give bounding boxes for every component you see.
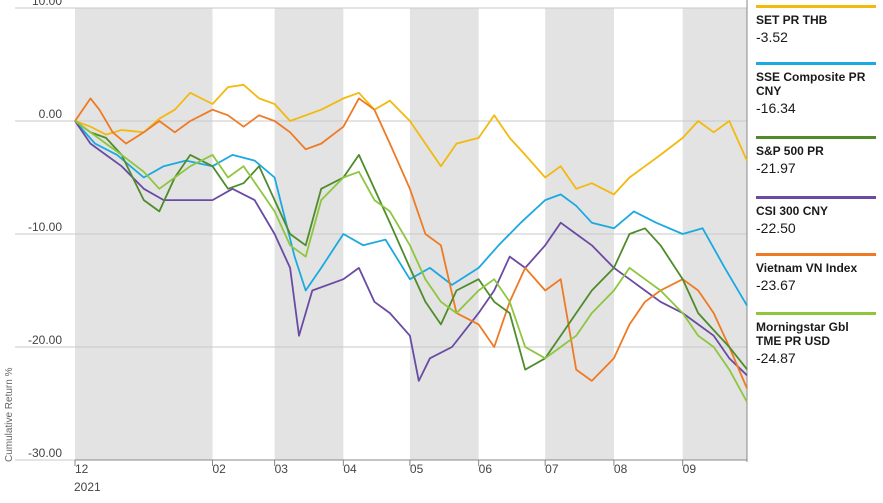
legend-item: Vietnam VN Index -23.67 xyxy=(756,253,876,294)
legend-series-name: Morningstar Gbl TME PR USD xyxy=(756,320,849,348)
x-axis-ticks: 12 02 03 04 05 06 07 08 09 xyxy=(74,460,697,476)
x-tick-label: 09 xyxy=(683,462,697,476)
legend-series-value: -3.52 xyxy=(756,29,788,45)
x-tick-label: 08 xyxy=(614,462,628,476)
legend-item: CSI 300 CNY -22.50 xyxy=(756,196,876,237)
x-tick-label: 07 xyxy=(545,462,559,476)
legend-item: SSE Composite PR CNY -16.34 xyxy=(756,62,876,117)
y-tick-label: 0.00 xyxy=(39,107,63,121)
y-tick-label: -20.00 xyxy=(28,333,62,347)
y-axis-label: Cumulative Return % xyxy=(4,367,15,462)
legend-series-name: SET PR THB xyxy=(756,13,828,27)
series-line-set-pr-thb xyxy=(74,83,748,196)
legend-series-value: -22.50 xyxy=(756,220,796,236)
x-tick-label: 02 xyxy=(213,462,227,476)
x-tick-label: 05 xyxy=(410,462,424,476)
gridlines xyxy=(15,0,748,462)
series-line-s-p-500-pr xyxy=(74,120,748,371)
x-axis-year-label: 2021 xyxy=(74,480,101,494)
legend-item: SET PR THB -3.52 xyxy=(756,5,876,46)
legend-series-value: -16.34 xyxy=(756,100,796,116)
series-line-morningstar-gbl-tme-pr-usd xyxy=(74,120,748,403)
series-lines xyxy=(74,83,748,403)
legend-color-bar xyxy=(756,5,876,8)
y-tick-label: 10.00 xyxy=(32,0,62,8)
legend-color-bar xyxy=(756,136,876,139)
x-tick-label: 12 xyxy=(75,462,89,476)
legend-item: S&P 500 PR -21.97 xyxy=(756,136,876,177)
y-axis-ticks: 10.00 0.00 -10.00 -20.00 -30.00 xyxy=(28,0,62,460)
legend-color-bar xyxy=(756,62,876,65)
legend-series-name: S&P 500 PR xyxy=(756,144,824,158)
legend-series-name: Vietnam VN Index xyxy=(756,261,858,275)
legend-series-value: -21.97 xyxy=(756,160,796,176)
series-line-vietnam-vn-index xyxy=(74,97,748,389)
legend-series-value: -24.87 xyxy=(756,350,796,366)
legend-item: Morningstar Gbl TME PR USD -24.87 xyxy=(756,312,876,367)
legend-color-bar xyxy=(756,312,876,315)
legend-series-name: SSE Composite PR CNY xyxy=(756,70,866,98)
y-tick-label: -30.00 xyxy=(28,446,62,460)
x-tick-label: 06 xyxy=(479,462,493,476)
x-tick-label: 04 xyxy=(343,462,357,476)
series-line-csi-300-cny xyxy=(74,120,748,382)
legend-color-bar xyxy=(756,196,876,199)
legend-color-bar xyxy=(756,253,876,256)
legend-series-name: CSI 300 CNY xyxy=(756,204,829,218)
legend-series-value: -23.67 xyxy=(756,277,796,293)
y-tick-label: -10.00 xyxy=(28,220,62,234)
series-line-sse-composite-pr-cny xyxy=(74,120,748,307)
x-tick-label: 03 xyxy=(275,462,289,476)
